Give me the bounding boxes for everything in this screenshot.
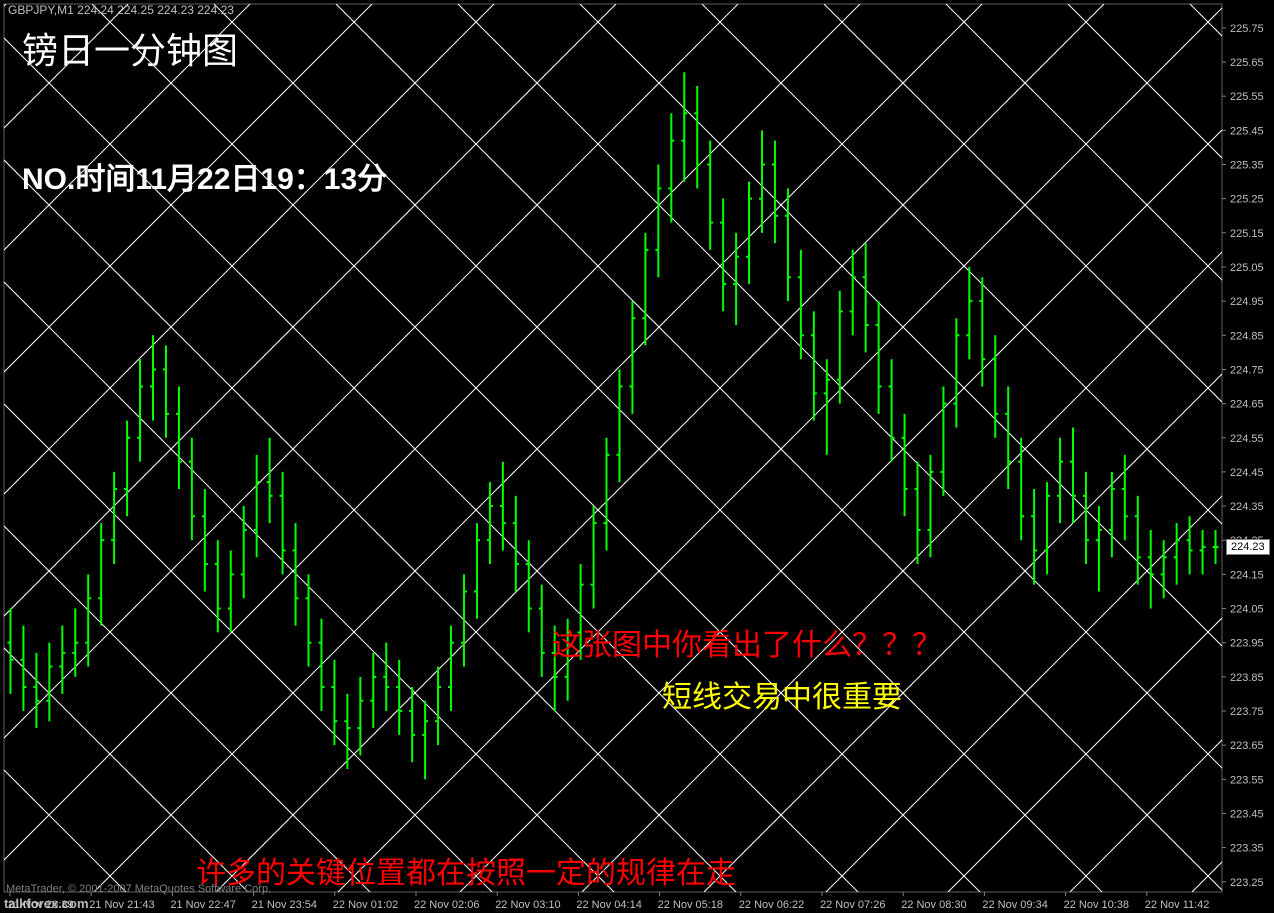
svg-text:223.75: 223.75 [1230, 706, 1264, 718]
svg-text:21 Nov 21:43: 21 Nov 21:43 [89, 899, 154, 911]
svg-text:22 Nov 05:18: 22 Nov 05:18 [658, 899, 723, 911]
svg-text:225.25: 225.25 [1230, 194, 1264, 206]
svg-text:225.45: 225.45 [1230, 125, 1264, 137]
svg-text:22 Nov 01:02: 22 Nov 01:02 [333, 899, 398, 911]
svg-text:223.35: 223.35 [1230, 843, 1264, 855]
annotation-yellow: 短线交易中很重要 [662, 672, 902, 716]
chart-svg[interactable]: 223.25 223.35 223.45 223.55 223.65 223.75 223.… [0, 0, 1274, 913]
chart-container: 223.25 223.35 223.45 223.55 223.65 223.75 223.… [0, 0, 1274, 913]
svg-text:21 Nov 23:54: 21 Nov 23:54 [252, 899, 317, 911]
svg-text:224.35: 224.35 [1230, 501, 1264, 513]
svg-text:225.65: 225.65 [1230, 57, 1264, 69]
svg-text:224.75: 224.75 [1230, 364, 1264, 376]
svg-text:224.45: 224.45 [1230, 467, 1264, 479]
svg-text:22 Nov 03:10: 22 Nov 03:10 [495, 899, 560, 911]
svg-text:225.15: 225.15 [1230, 228, 1264, 240]
svg-text:22 Nov 08:30: 22 Nov 08:30 [901, 899, 966, 911]
svg-text:22 Nov 02:06: 22 Nov 02:06 [414, 899, 479, 911]
svg-text:22 Nov 07:26: 22 Nov 07:26 [820, 899, 885, 911]
svg-text:223.65: 223.65 [1230, 740, 1264, 752]
ohlc-header: GBPJPY,M1 224.24 224.25 224.23 224.23 [8, 3, 234, 17]
svg-text:22 Nov 06:22: 22 Nov 06:22 [739, 899, 804, 911]
current-price-badge: 224.23 [1226, 539, 1270, 555]
svg-text:223.45: 223.45 [1230, 808, 1264, 820]
svg-text:223.85: 223.85 [1230, 672, 1264, 684]
chart-subtitle: NO.时间11月22日19：13分 [22, 154, 387, 198]
svg-text:225.05: 225.05 [1230, 262, 1264, 274]
svg-text:225.55: 225.55 [1230, 91, 1264, 103]
svg-text:224.15: 224.15 [1230, 569, 1264, 581]
svg-text:223.55: 223.55 [1230, 774, 1264, 786]
svg-text:22 Nov 04:14: 22 Nov 04:14 [576, 899, 641, 911]
svg-text:224.85: 224.85 [1230, 330, 1264, 342]
annotation-red-top: 这张图中你看出了什么？？？ [552, 620, 942, 664]
annotation-red-bottom: 许多的关键位置都在按照一定的规律在走 [196, 848, 736, 892]
watermark-text: talkforex.com [4, 896, 89, 911]
svg-text:224.65: 224.65 [1230, 399, 1264, 411]
copyright-text: MetaTrader, © 2001-2007 MetaQuotes Softw… [6, 883, 271, 895]
svg-text:22 Nov 11:42: 22 Nov 11:42 [1145, 899, 1210, 911]
svg-text:21 Nov 22:47: 21 Nov 22:47 [170, 899, 235, 911]
svg-text:225.35: 225.35 [1230, 160, 1264, 172]
chart-title: 镑日一分钟图 [22, 22, 238, 74]
svg-text:224.95: 224.95 [1230, 296, 1264, 308]
svg-text:22 Nov 10:38: 22 Nov 10:38 [1064, 899, 1129, 911]
svg-text:224.55: 224.55 [1230, 433, 1264, 445]
svg-text:223.25: 223.25 [1230, 877, 1264, 889]
svg-text:223.95: 223.95 [1230, 638, 1264, 650]
svg-text:22 Nov 09:34: 22 Nov 09:34 [982, 899, 1047, 911]
svg-text:225.75: 225.75 [1230, 23, 1264, 35]
svg-text:224.05: 224.05 [1230, 604, 1264, 616]
